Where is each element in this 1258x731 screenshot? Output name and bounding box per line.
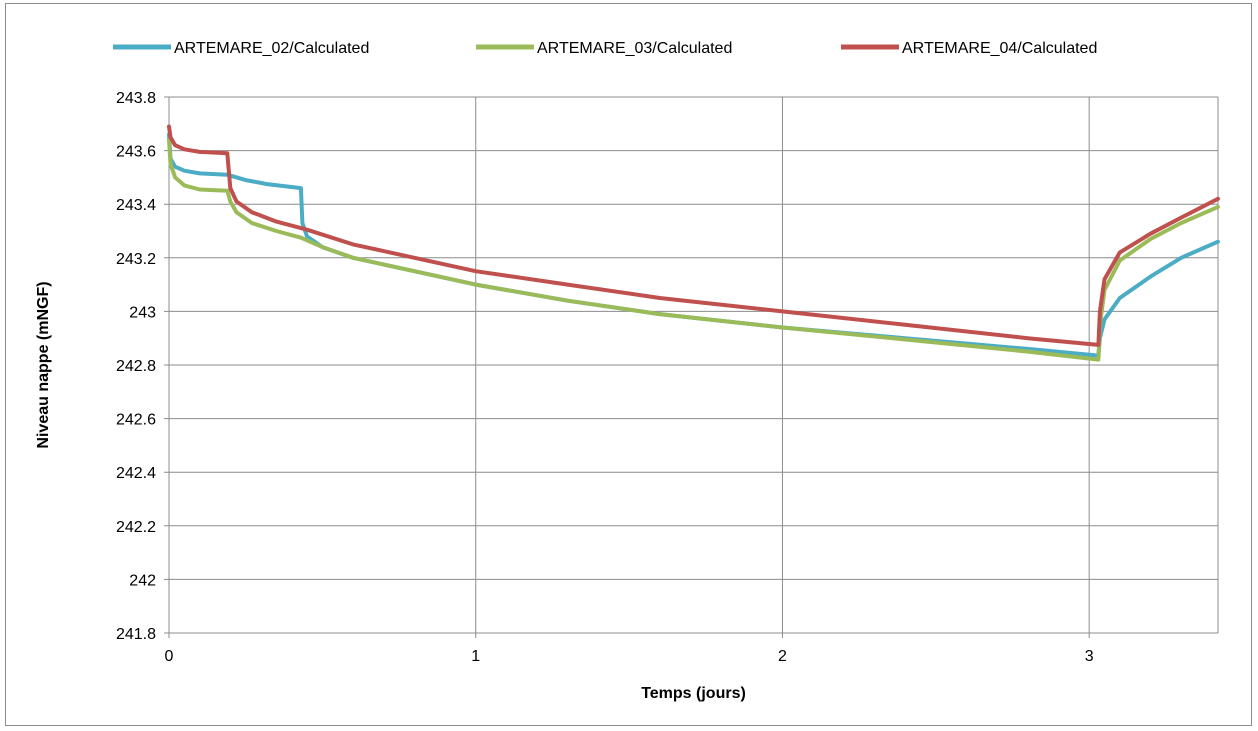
gridlines — [164, 96, 1219, 638]
y-tick-label: 243 — [129, 304, 156, 321]
y-tick-label: 242.6 — [116, 412, 156, 429]
legend: ARTEMARE_02/Calculated ARTEMARE_03/Calcul… — [113, 40, 1097, 57]
x-tick-label: 0 — [165, 648, 174, 665]
x-tick-label: 2 — [778, 648, 787, 665]
y-tick-label: 242.8 — [116, 358, 156, 375]
y-tick-label: 243.4 — [116, 197, 156, 214]
series-line — [167, 124, 1220, 347]
y-tick-labels: 241.8 242 242.2 242.4 242.6 242.8 243 243.2 243.… — [116, 90, 156, 643]
y-tick-label: 242.2 — [116, 519, 156, 536]
y-tick-label: 243.6 — [116, 144, 156, 161]
y-tick-label: 243.8 — [116, 90, 156, 107]
series-line — [167, 132, 1220, 358]
y-tick-label: 242.4 — [116, 465, 156, 482]
legend-label: ARTEMARE_02/Calculated — [174, 40, 369, 57]
x-axis-title: Temps (jours) — [641, 685, 746, 702]
legend-label: ARTEMARE_03/Calculated — [537, 40, 732, 57]
y-tick-label: 242 — [129, 572, 156, 589]
legend-label: ARTEMARE_04/Calculated — [902, 40, 1097, 57]
x-tick-labels: 0 1 2 3 — [165, 648, 1094, 665]
y-tick-label: 241.8 — [116, 626, 156, 643]
series-lines — [167, 124, 1220, 362]
series-line — [167, 137, 1220, 362]
y-tick-label: 243.2 — [116, 251, 156, 268]
x-tick-label: 1 — [471, 648, 480, 665]
x-tick-label: 3 — [1085, 648, 1094, 665]
y-axis-title: Niveau nappe (mNGF) — [35, 281, 52, 448]
